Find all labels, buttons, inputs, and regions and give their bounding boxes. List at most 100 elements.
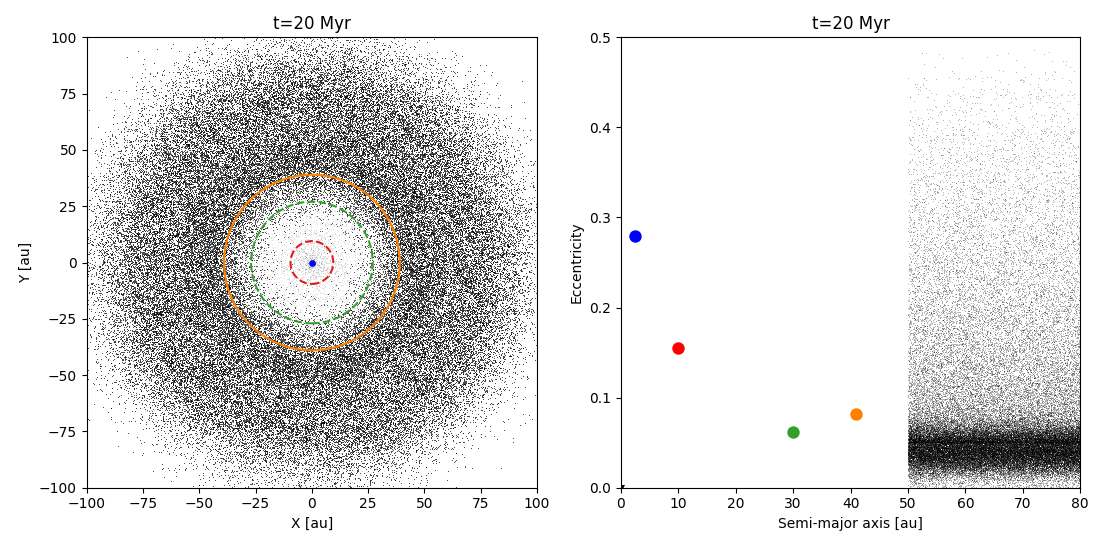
Point (1031, 464, 1049, 472)
Point (1008, 419, 1026, 428)
Point (298, 346, 316, 355)
Point (956, 416, 974, 425)
Point (357, 191, 374, 200)
Point (406, 395, 424, 404)
Point (1048, 161, 1065, 170)
Point (223, 93, 241, 102)
Point (444, 192, 461, 201)
Point (320, 333, 338, 342)
Point (972, 464, 989, 472)
Point (447, 265, 465, 274)
Point (932, 454, 949, 463)
Point (963, 407, 980, 416)
Point (467, 270, 485, 278)
Point (1015, 441, 1032, 449)
Point (1025, 370, 1042, 379)
Point (1071, 422, 1089, 431)
Point (972, 452, 989, 461)
Point (105, 191, 123, 200)
Point (442, 376, 459, 384)
Point (157, 289, 174, 298)
Point (927, 441, 945, 450)
Point (1019, 461, 1037, 470)
Point (410, 135, 427, 144)
Point (238, 384, 256, 393)
Point (225, 260, 243, 269)
Point (976, 342, 994, 351)
Point (914, 369, 932, 378)
Point (967, 451, 985, 460)
Point (308, 115, 326, 124)
Point (180, 246, 198, 255)
Point (431, 312, 448, 321)
Point (261, 434, 278, 442)
Point (1032, 396, 1050, 405)
Point (406, 367, 424, 376)
Point (295, 330, 312, 339)
Point (421, 338, 438, 347)
Point (984, 239, 1001, 247)
Point (351, 378, 369, 387)
Point (996, 387, 1013, 395)
Point (1042, 427, 1060, 436)
Point (1002, 434, 1020, 443)
Point (257, 366, 275, 375)
Point (296, 393, 314, 401)
Point (167, 368, 184, 377)
Point (277, 92, 295, 101)
Point (205, 168, 223, 176)
Point (203, 169, 221, 178)
Point (269, 130, 287, 139)
Point (115, 384, 132, 393)
Point (997, 440, 1015, 448)
Point (169, 323, 187, 331)
Point (391, 418, 408, 427)
Point (915, 389, 933, 397)
Point (132, 347, 150, 356)
Point (991, 413, 1009, 422)
Point (403, 136, 421, 145)
Point (244, 87, 262, 96)
Point (86, 262, 104, 270)
Point (311, 74, 329, 83)
Point (1032, 402, 1050, 411)
Point (244, 178, 262, 187)
Point (976, 364, 994, 372)
Point (977, 443, 995, 452)
Point (401, 230, 418, 239)
Point (418, 476, 436, 484)
Point (1028, 232, 1045, 241)
Point (906, 431, 924, 440)
Point (185, 204, 203, 212)
Point (332, 162, 350, 170)
Point (243, 117, 261, 126)
Point (388, 251, 405, 259)
Point (300, 177, 318, 186)
Point (402, 274, 420, 282)
Point (1000, 426, 1018, 435)
Point (974, 472, 991, 480)
Point (1013, 457, 1031, 466)
Point (210, 187, 227, 195)
Point (127, 139, 145, 148)
Point (1052, 448, 1070, 457)
Point (240, 138, 257, 147)
Point (963, 312, 980, 321)
Point (341, 72, 359, 81)
Point (1068, 219, 1085, 228)
Point (959, 377, 977, 385)
Point (325, 287, 342, 296)
Point (374, 128, 392, 137)
Point (1020, 284, 1038, 293)
Point (1022, 451, 1040, 460)
Point (1043, 443, 1061, 452)
Point (166, 345, 183, 354)
Point (315, 393, 332, 402)
Point (941, 447, 958, 456)
Point (1062, 450, 1080, 459)
Point (232, 82, 250, 91)
Point (991, 467, 1009, 476)
Point (1018, 402, 1036, 411)
Point (275, 274, 293, 282)
Point (904, 295, 922, 304)
